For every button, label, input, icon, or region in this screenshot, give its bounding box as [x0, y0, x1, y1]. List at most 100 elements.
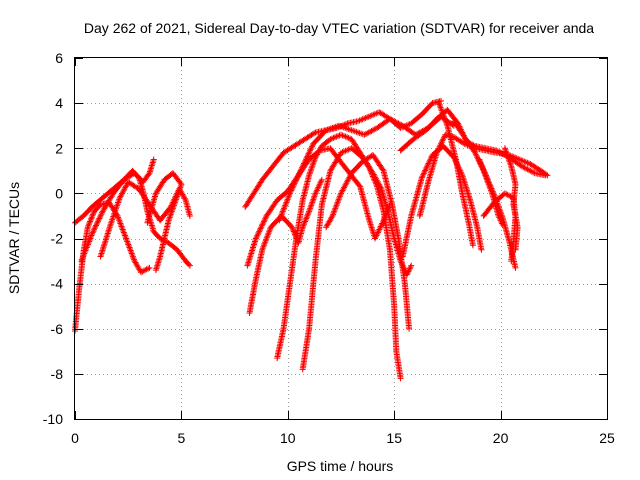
data-point-run [174, 246, 188, 263]
data-point [152, 267, 159, 274]
data-point-run [369, 170, 384, 191]
data-point-run [501, 145, 514, 168]
y-tick-label: 2 [55, 140, 63, 156]
data-point-run [467, 199, 480, 229]
data-point-run [357, 183, 372, 220]
data-point-run [250, 178, 265, 197]
series-arc-12 [323, 152, 413, 332]
data-point-run [274, 327, 287, 362]
x-tick-label: 5 [178, 430, 186, 446]
data-point-run [401, 280, 412, 331]
data-point-run [459, 172, 474, 204]
y-tick-label: -10 [43, 411, 63, 427]
data-point [512, 264, 519, 271]
data-point-run [312, 203, 325, 265]
data-point-run [299, 173, 312, 204]
data-point-run [252, 248, 265, 283]
y-tick-label: -2 [51, 231, 64, 247]
data-point-run [165, 240, 179, 252]
data-point-run [89, 195, 105, 210]
data-point-run [110, 178, 126, 197]
data-point-run [465, 219, 476, 247]
data-point-run [299, 327, 312, 373]
data-point-run [269, 151, 286, 170]
data-point-run [423, 117, 439, 134]
data-point-run [274, 189, 290, 204]
data-point-run [244, 237, 259, 269]
data-point-run [299, 142, 316, 170]
data-point-run [404, 264, 414, 278]
data-point-run [246, 277, 259, 316]
data-point-run [152, 178, 167, 197]
data-point-run [291, 137, 307, 149]
data-point-run [399, 122, 418, 137]
data-point-run [508, 163, 519, 186]
y-tick-label: -4 [51, 276, 64, 292]
data-point-run [480, 200, 497, 219]
data-point [397, 375, 404, 382]
data-point-run [166, 199, 178, 222]
data-point-run [450, 134, 467, 146]
data-point-run [312, 144, 324, 161]
data-point-run [384, 208, 397, 240]
data-point-run [474, 224, 485, 252]
data-point-run [374, 183, 387, 213]
data-point-run [444, 122, 459, 161]
data-point-run [78, 232, 95, 265]
x-tick-label: 20 [493, 430, 509, 446]
data-point-run [318, 137, 333, 149]
data-point-run [99, 186, 116, 201]
data-point-run [386, 246, 398, 308]
data-point-run [510, 181, 519, 207]
x-tick-label: 0 [71, 430, 79, 446]
data-point-run [280, 143, 296, 156]
data-point-run [510, 201, 521, 229]
series-arc-10 [299, 145, 415, 373]
data-point-run [286, 237, 300, 287]
data-point-run [306, 191, 318, 215]
data-point-run [386, 115, 405, 128]
data-point-run [135, 185, 152, 207]
data-point-run [144, 191, 159, 226]
x-axis-label: GPS time / hours [287, 458, 394, 474]
data-point-run [242, 191, 256, 210]
y-axis-label: SDTVAR / TECUs [6, 182, 22, 294]
data-point-run [310, 128, 328, 147]
data-point-run [306, 155, 318, 179]
data-point [406, 325, 413, 332]
data-point-run [89, 209, 105, 237]
data-point [318, 176, 325, 183]
data-point-run [131, 258, 144, 274]
data-point-run [329, 191, 344, 219]
data-point-run [440, 143, 456, 160]
data-point-run [380, 208, 393, 252]
data-point-run [512, 224, 521, 252]
data-point-run [84, 209, 97, 231]
data-point-run [327, 151, 344, 174]
data-point [544, 172, 551, 179]
data-point-run [389, 201, 402, 240]
data-point-run [459, 190, 472, 225]
series-arc-13 [399, 143, 485, 260]
data-point-run [323, 123, 341, 134]
data-point-run [369, 152, 386, 173]
data-point-run [172, 181, 185, 204]
data-point-run [538, 167, 550, 178]
data-point-run [335, 122, 353, 133]
data-point-run [338, 171, 354, 197]
x-tick-label: 25 [599, 430, 615, 446]
data-point-run [91, 202, 103, 215]
x-tick-label: 10 [280, 430, 296, 446]
data-point-run [378, 185, 391, 213]
data-point-run [138, 265, 152, 276]
data-point-run [259, 225, 274, 253]
data-point-run [495, 212, 505, 227]
data-point-run [397, 137, 416, 154]
data-point-run [416, 180, 431, 219]
data-point [478, 246, 485, 253]
data-point-run [318, 169, 333, 208]
data-point [512, 246, 519, 253]
data-point-run [391, 303, 400, 353]
data-point-run [425, 151, 440, 186]
